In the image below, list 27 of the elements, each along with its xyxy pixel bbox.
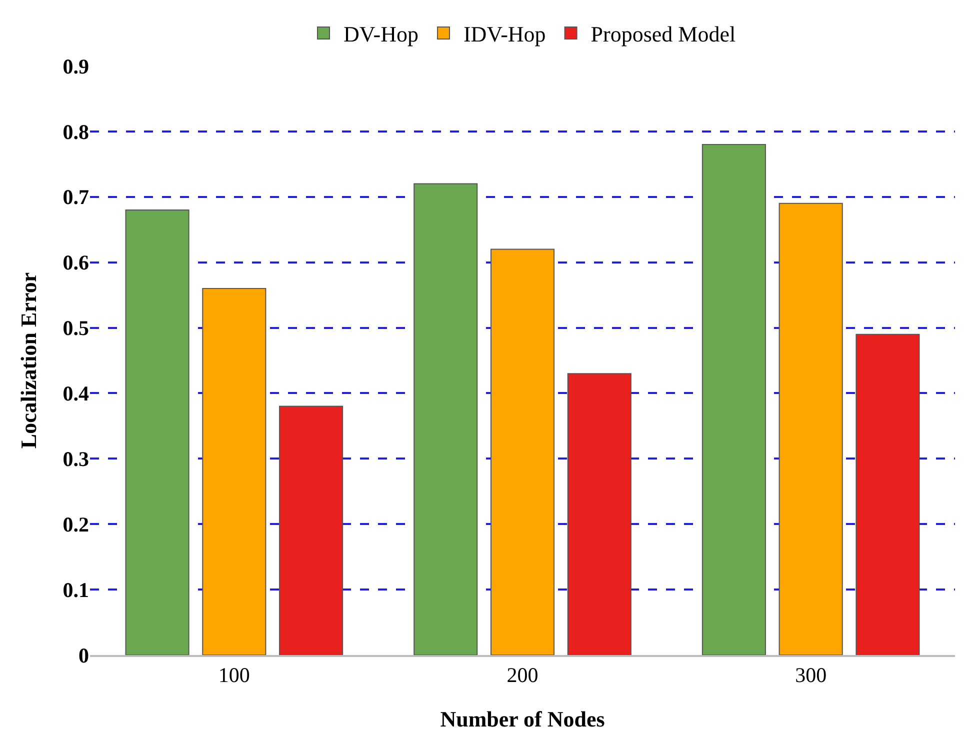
y-tick-label: 0.2 [62, 512, 89, 536]
bar [567, 373, 632, 655]
legend-label: Proposed Model [590, 22, 736, 47]
y-tick-label: 0.8 [62, 120, 89, 144]
y-tick-label: 0.9 [62, 54, 89, 78]
y-tick-label: 0.4 [62, 382, 90, 406]
y-tick-label: 0.3 [62, 447, 89, 472]
y-tick-label: 0.1 [62, 578, 89, 602]
x-tick-label: 300 [795, 663, 827, 688]
y-tick-label: 0.7 [62, 185, 89, 210]
bar [279, 406, 344, 655]
x-tick-label: 100 [218, 663, 250, 688]
y-tick-label: 0.6 [62, 250, 89, 275]
legend-label: IDV-Hop [463, 22, 546, 47]
legend-label: DV-Hop [344, 22, 418, 47]
bar [202, 288, 266, 655]
bar [778, 202, 843, 655]
x-tick-label: 200 [506, 663, 538, 688]
bar [125, 209, 190, 655]
bar [702, 144, 766, 655]
x-axis-title: Number of Nodes [440, 706, 606, 732]
bar [490, 248, 555, 655]
y-tick-label: 0.5 [62, 316, 89, 340]
bar [414, 183, 478, 655]
y-tick-label: 0 [78, 643, 89, 668]
y-axis-title: Localization Error [16, 272, 41, 449]
bar [856, 334, 920, 655]
